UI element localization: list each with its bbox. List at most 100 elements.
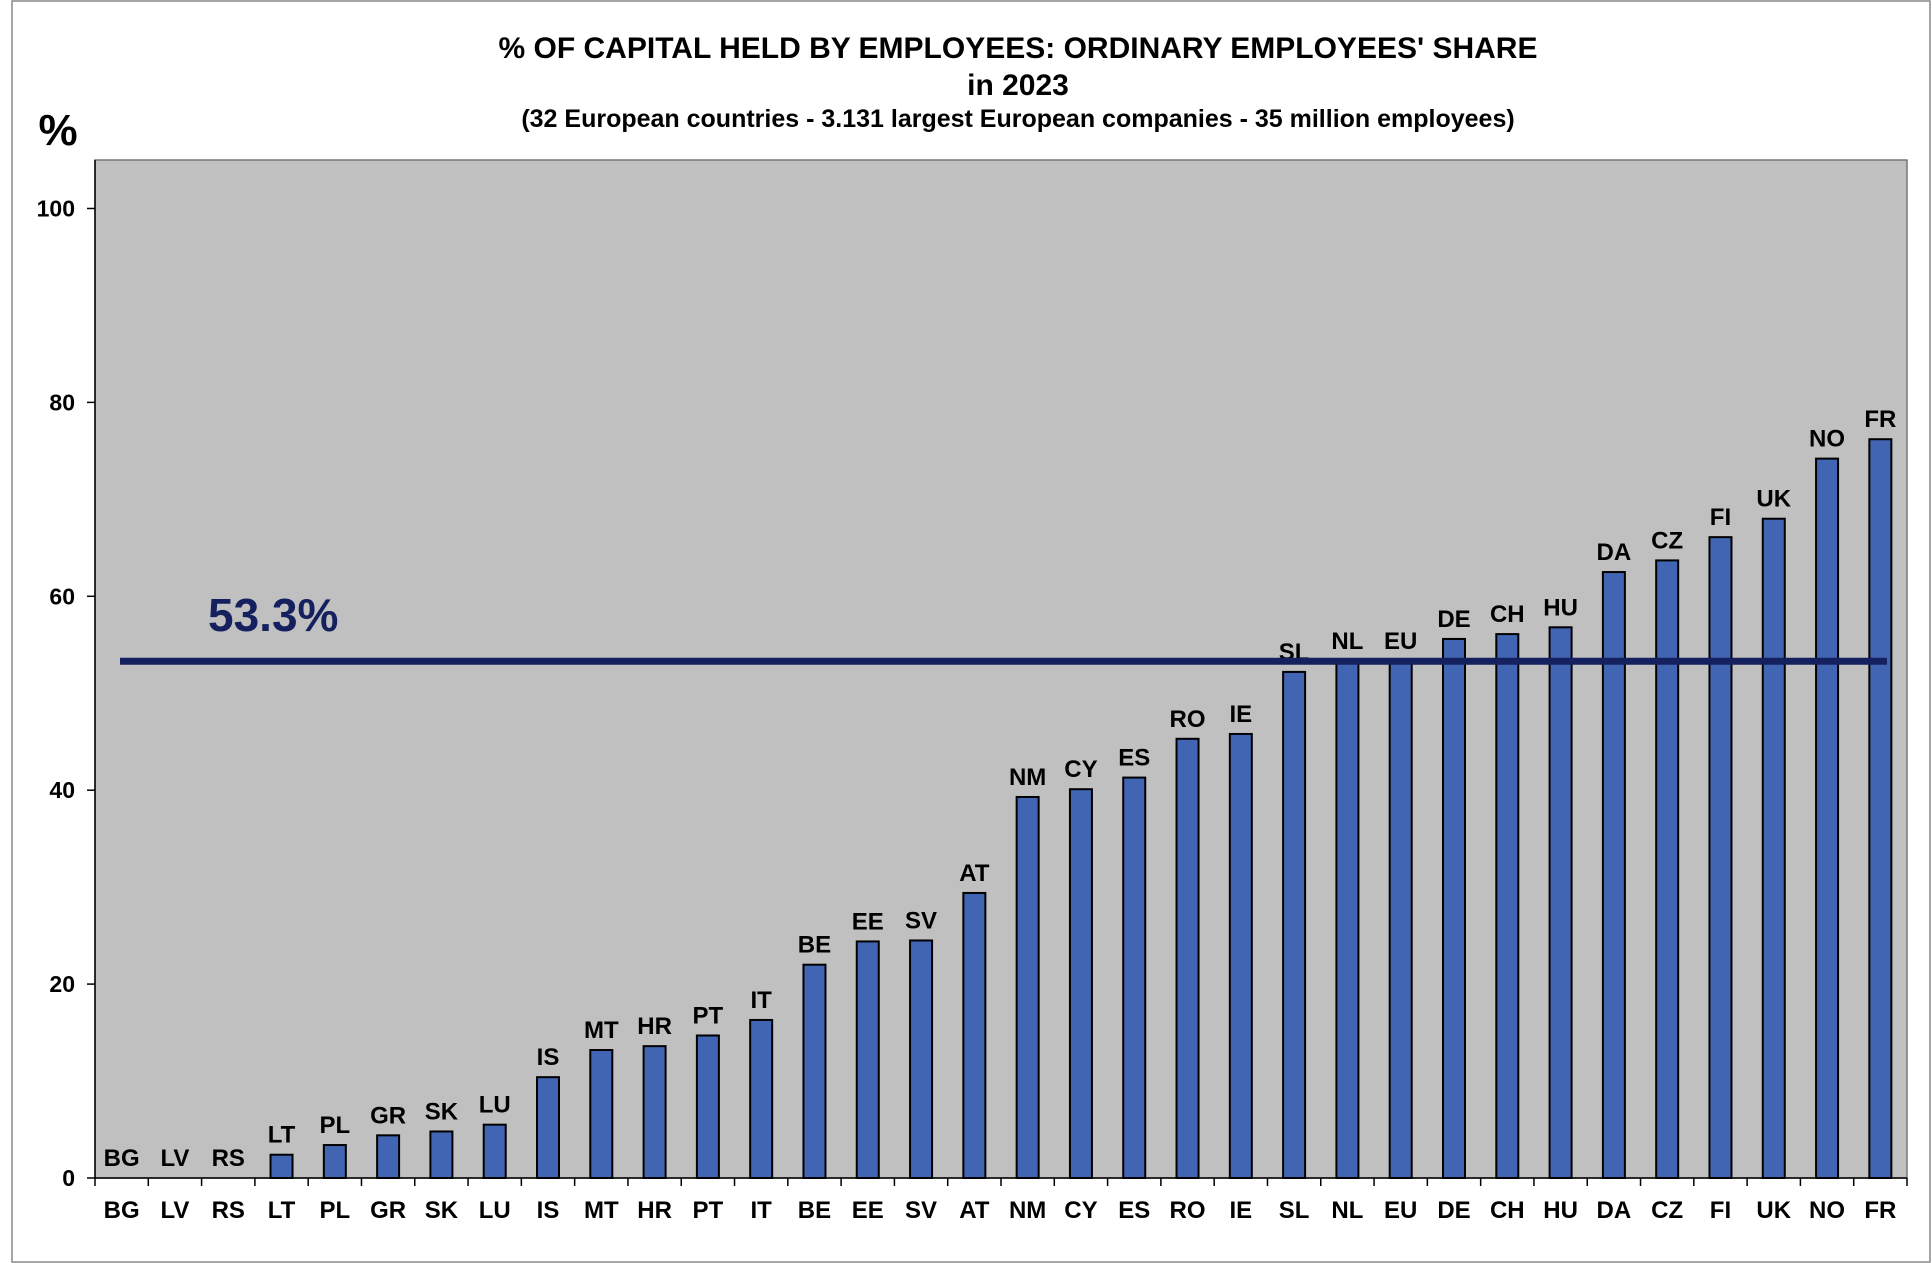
bar <box>322 1144 347 1179</box>
bar-label: SV <box>905 907 937 934</box>
chart-title-line2: in 2023 <box>967 69 1069 102</box>
bar <box>749 1018 774 1179</box>
x-tick-label: LV <box>160 1197 189 1224</box>
x-tick-label: GR <box>370 1197 406 1224</box>
bar-label: NM <box>1009 764 1046 791</box>
bar-label: NO <box>1809 426 1845 453</box>
bar <box>802 963 827 1180</box>
chart-title: % OF CAPITAL HELD BY EMPLOYEES: ORDINARY… <box>499 32 1538 65</box>
bar <box>1495 633 1520 1179</box>
y-tick-label: 60 <box>49 583 75 609</box>
bar <box>482 1123 507 1179</box>
bar-label: EU <box>1384 628 1417 655</box>
y-tick-label: 40 <box>49 777 75 803</box>
x-tick-label: SV <box>905 1197 937 1224</box>
x-tick-label: NO <box>1809 1197 1845 1224</box>
x-tick-label: CY <box>1064 1197 1097 1224</box>
x-tick-label: CZ <box>1651 1197 1683 1224</box>
x-tick-label: SL <box>1279 1197 1310 1224</box>
bar-label: ES <box>1118 745 1150 772</box>
y-tick-label: 100 <box>37 195 75 221</box>
bar-label: GR <box>370 1102 406 1129</box>
plot-area <box>94 159 1908 1179</box>
x-tick-label: PL <box>319 1197 350 1224</box>
y-tick-label: 80 <box>49 389 75 415</box>
bar-label: IS <box>537 1044 560 1071</box>
x-tick-label: BE <box>798 1197 831 1224</box>
x-tick-label: NM <box>1009 1197 1046 1224</box>
x-tick-label: DE <box>1437 1197 1470 1224</box>
bar <box>429 1130 454 1180</box>
x-tick-label: MT <box>584 1197 619 1224</box>
x-tick-label: HR <box>637 1197 672 1224</box>
bar <box>1761 517 1786 1179</box>
bar <box>376 1134 401 1179</box>
bar-label: FI <box>1710 504 1731 531</box>
bar-label: BE <box>798 932 831 959</box>
x-tick-label: RO <box>1170 1197 1206 1224</box>
bar-label: LT <box>268 1122 296 1149</box>
x-tick-label: SK <box>425 1197 459 1224</box>
y-axis-label: % <box>38 106 77 155</box>
x-tick-label: LU <box>479 1197 511 1224</box>
bar <box>1282 670 1307 1179</box>
x-tick-label: FR <box>1864 1197 1896 1224</box>
x-tick-label: CH <box>1490 1197 1525 1224</box>
bar-label: HR <box>637 1013 672 1040</box>
bar <box>1868 438 1893 1180</box>
x-tick-label: UK <box>1756 1197 1791 1224</box>
bar <box>536 1076 560 1180</box>
bar-label: PL <box>319 1112 350 1139</box>
bar-label: SK <box>425 1098 459 1125</box>
bar <box>1068 788 1093 1179</box>
bar-label: BG <box>104 1145 140 1172</box>
bar <box>1548 626 1573 1179</box>
x-tick-label: ES <box>1118 1197 1150 1224</box>
bar <box>642 1045 667 1180</box>
bar <box>1601 571 1626 1179</box>
bar-label: DA <box>1597 539 1632 566</box>
x-tick-label: LT <box>268 1197 296 1224</box>
bar-label: RO <box>1170 706 1206 733</box>
bar-label: IE <box>1229 701 1252 728</box>
bar <box>1122 776 1147 1179</box>
bar-label: FR <box>1864 406 1896 433</box>
bar <box>909 939 934 1180</box>
bar <box>1388 660 1413 1179</box>
bar <box>695 1034 720 1179</box>
bar-label: EE <box>852 908 884 935</box>
bar-label: RS <box>212 1145 245 1172</box>
bar <box>1015 795 1040 1180</box>
bar <box>1442 637 1466 1179</box>
bar-label: LU <box>479 1092 511 1119</box>
bar-label: HU <box>1543 594 1578 621</box>
bar-label: IT <box>751 987 773 1014</box>
bar-label: MT <box>584 1017 619 1044</box>
x-tick-label: EU <box>1384 1197 1417 1224</box>
bar-label: UK <box>1756 486 1791 513</box>
bar <box>1655 559 1680 1179</box>
bar <box>589 1049 614 1179</box>
bar <box>1335 660 1360 1179</box>
x-tick-label: NL <box>1331 1197 1363 1224</box>
bar-label: DE <box>1437 606 1470 633</box>
bar <box>269 1153 294 1180</box>
x-tick-label: DA <box>1597 1197 1632 1224</box>
x-tick-label: AT <box>959 1197 990 1224</box>
bar <box>962 891 987 1180</box>
y-tick-label: 20 <box>49 971 75 997</box>
reference-label: 53.3% <box>208 589 338 641</box>
bar <box>1815 457 1840 1179</box>
bar <box>1228 732 1253 1179</box>
x-tick-label: FI <box>1710 1197 1731 1224</box>
bar <box>1175 737 1200 1179</box>
x-tick-label: BG <box>104 1197 140 1224</box>
bar-label: LV <box>160 1145 189 1172</box>
x-tick-label: RS <box>212 1197 245 1224</box>
bar-label: AT <box>959 860 990 887</box>
bar-label: CZ <box>1651 527 1683 554</box>
x-tick-label: IE <box>1229 1197 1252 1224</box>
y-tick-label: 0 <box>62 1165 75 1191</box>
bar <box>1708 536 1733 1179</box>
